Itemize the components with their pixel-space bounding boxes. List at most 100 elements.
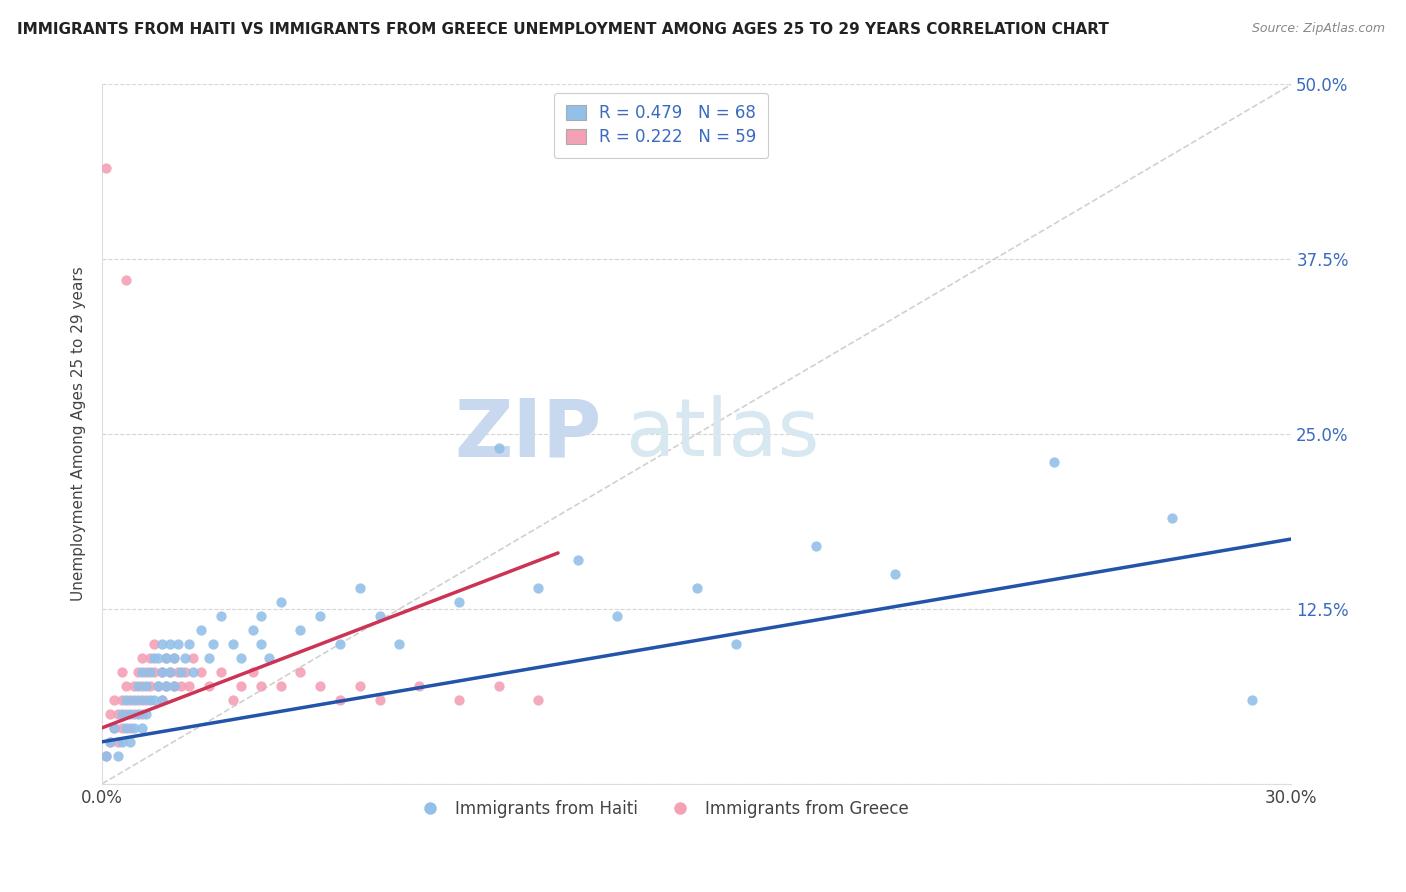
Point — [150, 637, 173, 651]
Point — [249, 679, 271, 693]
Point — [139, 665, 162, 679]
Point — [155, 679, 177, 693]
Point — [118, 693, 141, 707]
Point — [115, 721, 138, 735]
Point — [98, 735, 121, 749]
Text: Source: ZipAtlas.com: Source: ZipAtlas.com — [1251, 22, 1385, 36]
Point — [159, 665, 181, 679]
Point — [884, 566, 907, 581]
Point — [122, 679, 145, 693]
Point — [115, 679, 138, 693]
Point — [131, 665, 153, 679]
Point — [242, 623, 264, 637]
Point — [368, 608, 391, 623]
Point — [135, 706, 157, 721]
Point — [309, 608, 332, 623]
Point — [198, 679, 221, 693]
Point — [98, 735, 121, 749]
Point — [96, 748, 118, 763]
Point — [488, 679, 510, 693]
Point — [198, 651, 221, 665]
Point — [190, 665, 212, 679]
Point — [107, 706, 129, 721]
Point — [166, 637, 188, 651]
Point — [111, 693, 134, 707]
Text: ZIP: ZIP — [454, 395, 602, 473]
Point — [127, 706, 149, 721]
Point — [174, 651, 197, 665]
Point — [229, 679, 252, 693]
Point — [159, 637, 181, 651]
Point — [142, 693, 165, 707]
Point — [202, 637, 225, 651]
Y-axis label: Unemployment Among Ages 25 to 29 years: Unemployment Among Ages 25 to 29 years — [72, 267, 86, 601]
Point — [309, 679, 332, 693]
Point — [111, 721, 134, 735]
Point — [290, 623, 312, 637]
Point — [98, 706, 121, 721]
Point — [111, 665, 134, 679]
Point — [179, 637, 201, 651]
Point — [190, 623, 212, 637]
Point — [107, 735, 129, 749]
Legend: Immigrants from Haiti, Immigrants from Greece: Immigrants from Haiti, Immigrants from G… — [406, 793, 915, 824]
Point — [155, 679, 177, 693]
Point — [118, 735, 141, 749]
Point — [122, 706, 145, 721]
Point — [131, 721, 153, 735]
Point — [131, 706, 153, 721]
Point — [96, 161, 118, 176]
Point — [242, 665, 264, 679]
Point — [131, 679, 153, 693]
Point — [162, 679, 184, 693]
Point — [1240, 693, 1263, 707]
Point — [103, 721, 125, 735]
Point — [115, 706, 138, 721]
Point — [111, 735, 134, 749]
Point — [170, 679, 193, 693]
Point — [209, 608, 232, 623]
Point — [127, 679, 149, 693]
Point — [447, 693, 470, 707]
Point — [1042, 455, 1064, 469]
Point — [103, 721, 125, 735]
Point — [131, 693, 153, 707]
Point — [329, 637, 352, 651]
Point — [408, 679, 430, 693]
Point — [329, 693, 352, 707]
Point — [122, 693, 145, 707]
Point — [527, 581, 550, 595]
Point — [488, 441, 510, 455]
Point — [127, 693, 149, 707]
Point — [725, 637, 748, 651]
Point — [146, 651, 169, 665]
Point — [229, 651, 252, 665]
Text: atlas: atlas — [626, 395, 820, 473]
Point — [142, 665, 165, 679]
Point — [135, 665, 157, 679]
Point — [150, 665, 173, 679]
Point — [388, 637, 411, 651]
Point — [127, 665, 149, 679]
Point — [118, 706, 141, 721]
Point — [349, 679, 371, 693]
Point — [159, 665, 181, 679]
Point — [166, 665, 188, 679]
Point — [162, 651, 184, 665]
Point — [139, 679, 162, 693]
Point — [179, 679, 201, 693]
Point — [142, 651, 165, 665]
Point — [222, 693, 245, 707]
Point — [150, 693, 173, 707]
Point — [183, 665, 205, 679]
Point — [139, 651, 162, 665]
Point — [349, 581, 371, 595]
Point — [527, 693, 550, 707]
Point — [122, 721, 145, 735]
Point — [139, 693, 162, 707]
Point — [567, 553, 589, 567]
Point — [162, 651, 184, 665]
Point — [115, 273, 138, 287]
Point — [1161, 511, 1184, 525]
Point — [170, 665, 193, 679]
